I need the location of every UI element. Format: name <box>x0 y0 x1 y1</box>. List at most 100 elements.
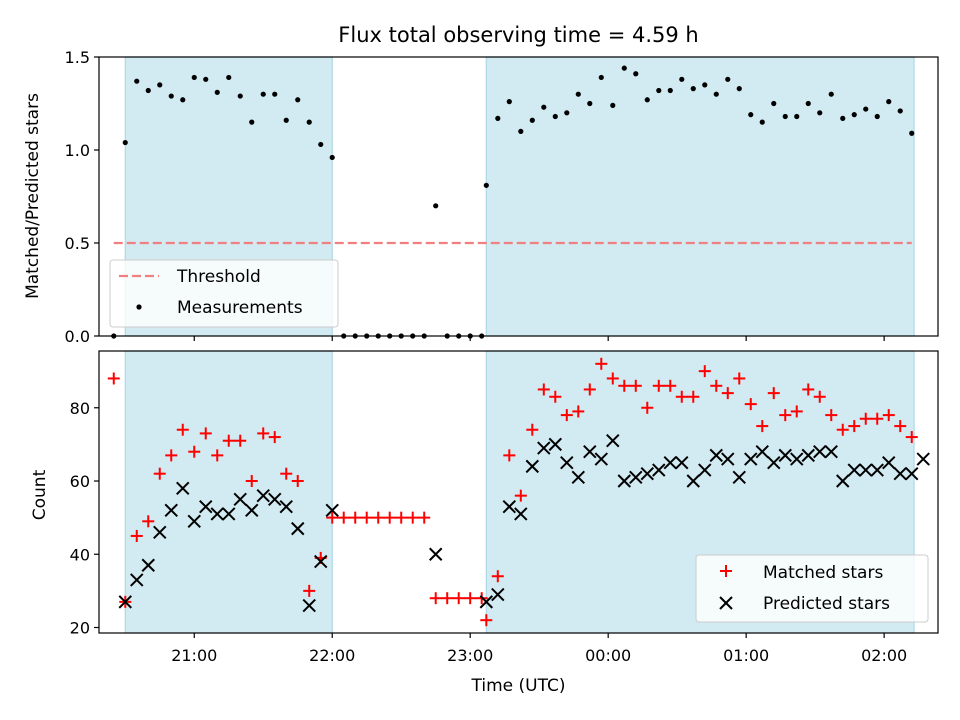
data-point <box>905 466 919 481</box>
x-b <box>314 554 328 569</box>
y-tick-label: 0.5 <box>65 234 90 253</box>
data-point <box>406 511 419 524</box>
data-point <box>744 452 758 466</box>
plot-frame <box>98 350 939 634</box>
data-point <box>210 507 224 521</box>
data-point <box>782 113 788 120</box>
x-b <box>291 521 305 536</box>
y-tick-label: 0.0 <box>65 327 90 346</box>
data-point <box>483 182 489 188</box>
data-point <box>813 445 827 459</box>
x-b <box>778 448 792 463</box>
data-point <box>871 412 884 425</box>
x-b <box>118 595 132 609</box>
data-point <box>675 455 689 470</box>
x-b <box>176 481 190 496</box>
data-point <box>664 379 677 392</box>
data-point <box>302 598 316 613</box>
x-b <box>187 514 201 529</box>
data-point <box>318 141 324 148</box>
data-point <box>882 409 895 422</box>
data-point <box>142 515 155 528</box>
series-measurements <box>111 65 915 339</box>
data-point <box>372 511 385 524</box>
data-point <box>203 76 209 82</box>
data-point <box>153 525 167 539</box>
bottom-y-axis-label: Count <box>30 469 50 520</box>
data-point <box>756 420 769 433</box>
data-point <box>283 117 289 123</box>
data-point <box>652 463 666 477</box>
data-point <box>564 110 570 116</box>
data-point <box>272 91 278 97</box>
data-point <box>549 390 562 403</box>
data-point <box>836 474 850 488</box>
data-point <box>675 390 688 403</box>
legend-frame <box>695 554 929 623</box>
chart-title: Flux total observing time = 4.59 h <box>338 23 698 47</box>
data-point <box>633 71 639 77</box>
data-point <box>905 431 918 444</box>
data-point <box>279 499 293 514</box>
observing-span <box>124 350 333 634</box>
x-b <box>233 492 247 507</box>
data-point <box>122 139 128 146</box>
data-point <box>802 383 815 396</box>
x-b <box>429 547 443 561</box>
data-point <box>560 409 573 422</box>
data-point <box>629 470 643 485</box>
x-b <box>675 455 689 470</box>
data-point <box>491 570 504 583</box>
data-point <box>863 106 869 112</box>
data-point <box>687 390 700 403</box>
data-point <box>748 112 754 118</box>
data-point <box>237 93 243 99</box>
data-point <box>644 97 650 103</box>
data-point <box>801 448 815 463</box>
x-b <box>801 448 815 463</box>
legend-predicted-label: Predicted stars <box>763 594 890 614</box>
data-point <box>583 445 597 459</box>
bottom-legend: Matched stars Predicted stars <box>695 554 929 623</box>
x-b <box>302 598 316 613</box>
x-b <box>640 466 654 481</box>
data-point <box>851 112 857 118</box>
data-point <box>606 434 620 448</box>
data-point <box>188 445 201 458</box>
plot-frame <box>98 56 939 337</box>
data-point <box>256 488 270 503</box>
x-b <box>686 474 700 488</box>
x-b <box>525 459 540 474</box>
data-point <box>698 365 711 378</box>
data-point <box>249 119 255 125</box>
x-b <box>141 558 155 572</box>
data-point <box>529 117 535 123</box>
data-point <box>226 74 232 81</box>
x-b <box>325 503 339 518</box>
data-point <box>840 115 846 121</box>
x-b <box>698 463 712 477</box>
x-b <box>268 492 282 507</box>
data-point <box>847 463 861 477</box>
data-point <box>790 452 804 466</box>
data-point <box>233 492 247 507</box>
data-point <box>721 452 735 466</box>
data-point <box>702 82 708 88</box>
data-point <box>480 614 493 627</box>
x-b <box>537 441 551 455</box>
data-point <box>679 76 685 82</box>
x-b <box>847 463 861 477</box>
x-b <box>245 503 259 518</box>
data-point <box>598 74 604 81</box>
data-point <box>882 455 896 470</box>
data-point <box>199 427 212 440</box>
data-point <box>767 455 781 470</box>
data-point <box>165 449 178 462</box>
data-point <box>291 521 305 536</box>
x-b <box>210 507 224 521</box>
data-point <box>824 445 838 459</box>
data-point <box>153 467 166 480</box>
x-b <box>629 470 643 485</box>
data-point <box>537 383 550 396</box>
data-point <box>314 554 328 569</box>
